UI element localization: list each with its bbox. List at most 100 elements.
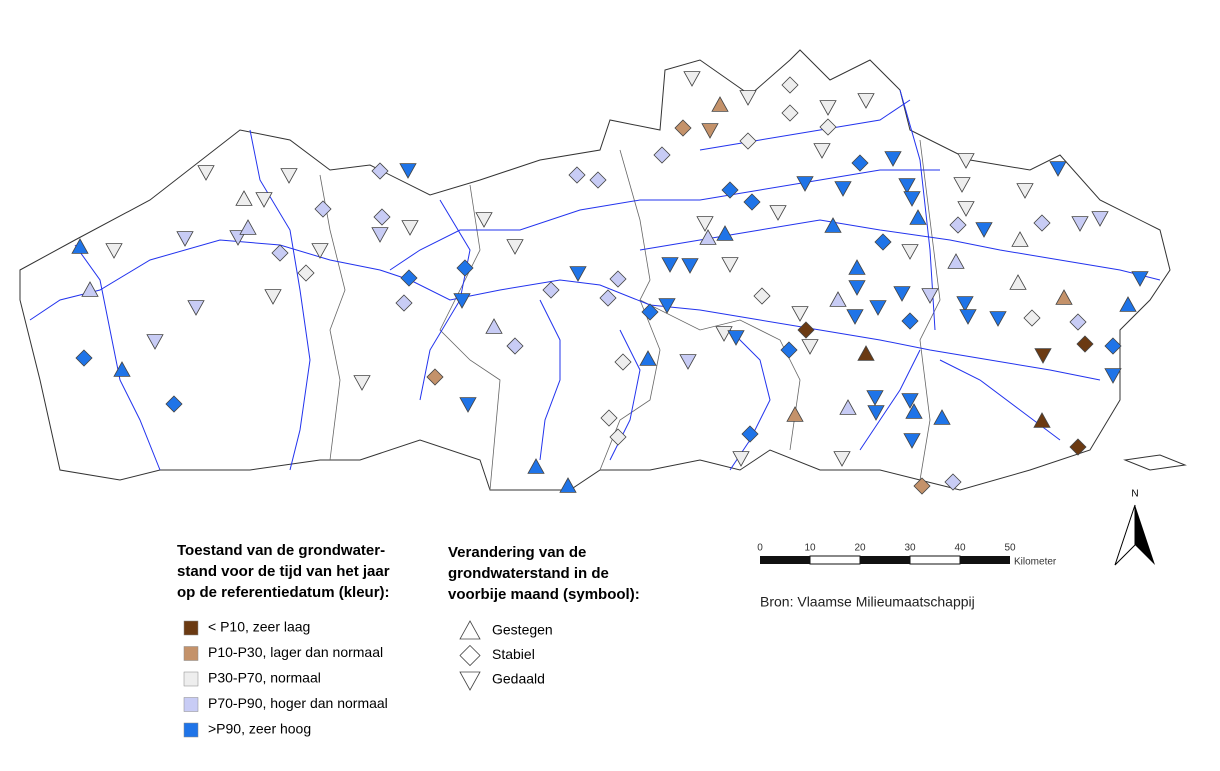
station-marker [953,177,971,193]
station-marker [732,451,750,467]
station-marker [903,433,921,449]
station-marker [857,93,875,109]
station-marker [1023,309,1041,327]
station-marker [683,71,701,87]
station-marker [165,395,183,413]
station-marker [903,191,921,207]
station-marker [311,243,329,259]
station-marker [399,163,417,179]
station-marker [589,171,607,189]
station-marker [197,165,215,181]
station-marker [901,393,919,409]
station-marker [609,428,627,446]
station-marker [813,143,831,159]
province-borders [319,139,941,491]
legend-color: Toestand van de grondwater-stand voor de… [177,542,390,738]
station-marker [280,168,298,184]
station-marker [753,287,771,305]
station-marker [1071,216,1089,232]
station-marker [1076,335,1094,353]
station-marker [353,375,371,391]
station-marker [884,151,902,167]
legend-item: P10-P30, lager dan normaal [208,644,383,660]
station-marker [609,270,627,288]
station-marker [456,259,474,277]
station-marker [401,220,419,236]
station-marker [791,306,809,322]
station-marker [641,303,659,321]
station-marker [857,345,875,361]
station-marker [599,289,617,307]
station-marker [866,390,884,406]
station-marker [801,339,819,355]
station-markers [71,71,1149,495]
station-marker [696,216,714,232]
scale-segment [960,556,1010,564]
legend-title: voorbije maand (symbool): [448,586,640,603]
legend-title: grondwaterstand in de [448,565,609,582]
station-marker [743,193,761,211]
station-marker [255,192,273,208]
station-marker [867,405,885,421]
station-marker [944,473,962,491]
station-marker [913,477,931,495]
station-marker [797,321,815,339]
station-marker [527,458,545,474]
legend-item: P30-P70, normaal [208,670,321,686]
station-marker [819,100,837,116]
station-marker [898,178,916,194]
station-marker [846,309,864,325]
scale-labels: 0 10 20 30 40 50 [757,543,1016,554]
legend-item: P70-P90, hoger dan normaal [208,695,388,711]
station-marker [949,216,967,234]
scale-segment [809,555,861,565]
station-marker [75,349,93,367]
station-marker [905,403,923,419]
station-marker [426,368,444,386]
station-marker [711,96,729,112]
station-marker [829,291,847,307]
station-marker [1033,214,1051,232]
station-marker [681,258,699,274]
station-marker [113,361,131,377]
station-marker [371,227,389,243]
station-marker [699,229,717,245]
station-marker [781,76,799,94]
station-marker [297,264,315,282]
station-marker [796,176,814,192]
station-marker [71,238,89,254]
station-marker [614,353,632,371]
station-marker [395,294,413,312]
station-marker [957,153,975,169]
station-marker [569,266,587,282]
scale-segment [909,555,961,565]
station-marker [739,132,757,150]
station-marker [271,244,289,262]
station-marker [1033,412,1051,428]
legend-item: Gedaald [492,671,545,687]
legend-item: Gestegen [492,622,553,638]
station-marker [459,397,477,413]
station-marker [1069,313,1087,331]
legend-swatch [183,697,199,712]
station-marker [658,298,676,314]
station-marker [721,181,739,199]
station-marker [721,257,739,273]
station-marker [506,239,524,255]
station-marker [769,205,787,221]
station-marker [314,200,332,218]
legend-title: op de referentiedatum (kleur): [177,584,390,601]
station-marker [780,341,798,359]
station-marker [600,409,618,427]
station-marker [1091,211,1109,227]
scale-label: 20 [854,543,866,554]
station-marker [1049,161,1067,177]
station-marker [264,289,282,305]
station-marker [833,451,851,467]
north-arrow [1114,504,1155,566]
station-marker [176,231,194,247]
station-marker [824,217,842,233]
station-marker [1016,183,1034,199]
